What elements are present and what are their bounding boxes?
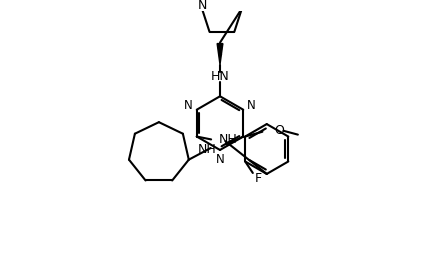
Text: N: N [184, 99, 193, 112]
Text: NH: NH [198, 143, 216, 156]
Text: N: N [216, 153, 224, 166]
Text: HN: HN [211, 70, 229, 83]
Text: F: F [255, 172, 262, 185]
Text: N: N [247, 99, 256, 112]
Text: O: O [274, 124, 284, 137]
Polygon shape [217, 43, 223, 65]
Text: NH: NH [219, 133, 238, 146]
Text: N: N [198, 0, 208, 12]
